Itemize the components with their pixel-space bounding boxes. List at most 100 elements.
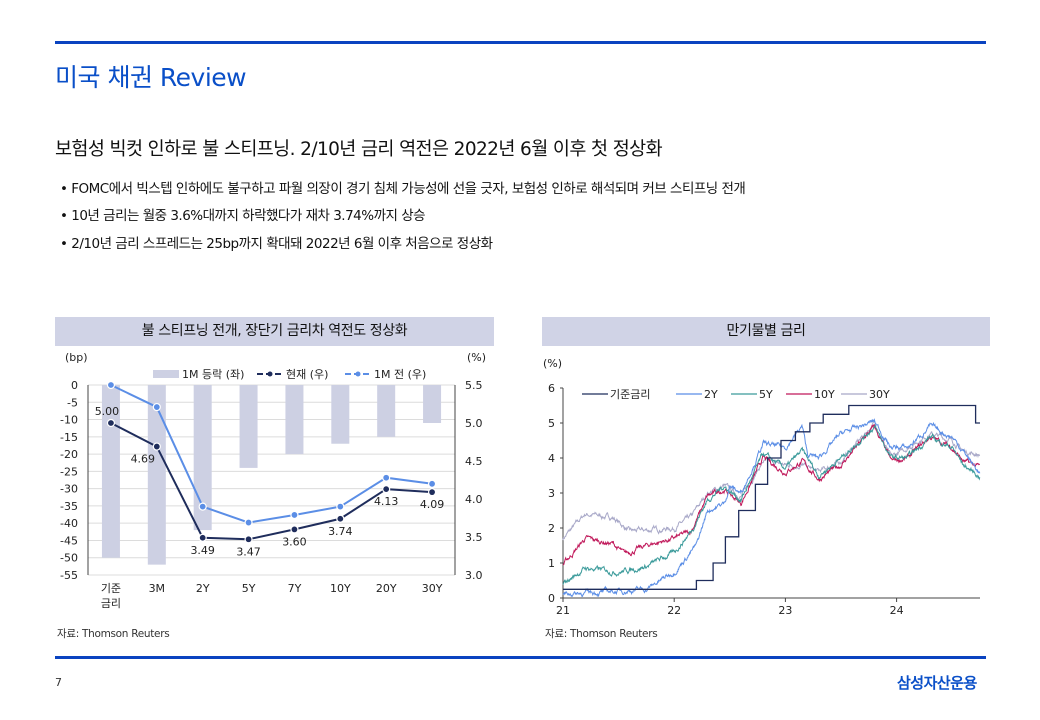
data-label: 3.60 [282,535,307,548]
page-title: 미국 채권 Review [55,63,247,92]
legend-label: 현재 (우) [286,368,328,381]
legend-marker [355,371,361,377]
left-tick-label: 0 [71,379,78,392]
data-point [382,485,391,494]
company-logo: 삼성자산운용 [897,674,977,692]
y-tick-label: 2 [548,522,555,535]
top-rule [55,41,986,44]
legend-label: 기준금리 [610,388,650,401]
data-label: 4.13 [374,495,399,508]
x-tick-label: 21 [556,604,570,617]
x-tick-label: 2Y [196,582,210,595]
y-tick-label: 5 [548,417,555,430]
left-tick-label: -40 [60,517,78,530]
right-axis-unit: (%) [467,351,486,364]
x-tick-label: 5Y [242,582,256,595]
bar [193,385,212,531]
data-point [198,502,207,511]
bullet-1: • FOMC에서 빅스텝 인하에도 불구하고 파월 의장이 경기 침체 가능성에… [60,181,746,197]
subtitle: 보험성 빅컷 인하로 불 스티프닝. 2/10년 금리 역전은 2022년 6월… [55,139,663,160]
series-line-10Y [562,424,981,566]
data-point [244,518,253,527]
left-tick-label: -15 [60,431,78,444]
right-chart-source: 자료: Thomson Reuters [545,628,658,640]
left-tick-label: -5 [67,396,78,409]
page-number: 7 [55,676,62,689]
data-label: 3.74 [328,525,353,538]
right-tick-label: 4.0 [465,493,483,506]
series-line [110,384,433,524]
data-label: 3.47 [236,545,261,558]
y-tick-label: 3 [548,487,555,500]
x-tick-label: 30Y [422,582,443,595]
bar [147,385,166,565]
data-point [244,535,253,544]
left-tick-label: -50 [60,552,78,565]
x-tick-label: 3M [149,582,166,595]
data-point [106,380,116,390]
right-tick-label: 3.5 [465,531,483,544]
y-tick-label: 4 [548,452,555,465]
x-tick-label: 10Y [330,582,351,595]
bar [377,385,396,437]
legend-label: 10Y [814,388,835,401]
legend-label: 1M 등락 (좌) [182,368,244,381]
data-point [427,479,437,488]
y-tick-label: 6 [548,382,555,395]
x-tick-label: 24 [890,604,904,617]
bar [423,385,442,423]
y-tick-label: 1 [548,557,555,570]
data-label: 4.09 [420,498,445,511]
x-tick-label: 20Y [376,582,397,595]
data-point [152,402,161,412]
left-tick-label: -55 [60,569,78,582]
series-line-5Y [562,424,981,585]
left-chart-source: 자료: Thomson Reuters [57,628,170,640]
data-point [198,533,207,542]
data-point [336,502,345,511]
bullet-3: • 2/10년 금리 스프레드는 25bp까지 확대돼 2022년 6월 이후 … [60,236,493,252]
data-label: 3.49 [190,544,215,557]
bar [285,385,304,455]
data-point [106,418,116,428]
right-tick-label: 4.5 [465,455,483,468]
bar [331,385,350,444]
data-point [152,442,161,451]
bullet-2: • 10년 금리는 월중 3.6%대까지 하락했다가 재차 3.74%까지 상승 [60,208,426,224]
bar [239,385,258,468]
left-tick-label: -30 [60,483,78,496]
series-line [110,422,433,541]
x-tick-label: 22 [667,604,681,617]
y-axis-unit: (%) [543,357,562,370]
right-tick-label: 5.0 [465,417,483,430]
legend-label: 30Y [869,388,890,401]
data-label: 4.69 [131,453,156,466]
y-tick-label: 0 [548,592,555,605]
left-tick-label: -35 [60,500,78,513]
x-tick-label: 23 [778,604,792,617]
left-tick-label: -25 [60,465,78,478]
legend-label: 5Y [759,388,773,401]
x-tick-label: 기준 [101,582,121,595]
bar [101,385,120,558]
left-chart-title: 불 스티프닝 전개, 장단기 금리차 역전도 정상화 [55,317,494,346]
data-point [382,473,391,482]
data-point [336,514,345,523]
x-tick-label: 금리 [101,597,121,610]
series-line-2Y [562,417,981,598]
right-tick-label: 3.0 [465,569,483,582]
data-label: 5.00 [95,405,120,418]
x-tick-label: 7Y [288,582,302,595]
legend-swatch [153,370,179,378]
data-point [290,525,299,534]
right-tick-label: 5.5 [465,379,483,392]
left-tick-label: -10 [60,414,78,427]
series-line-기준금리 [563,404,980,590]
legend-label: 2Y [704,388,718,401]
bottom-rule [55,656,986,659]
left-tick-label: -45 [60,534,78,547]
right-chart-title: 만기물별 금리 [542,317,990,346]
